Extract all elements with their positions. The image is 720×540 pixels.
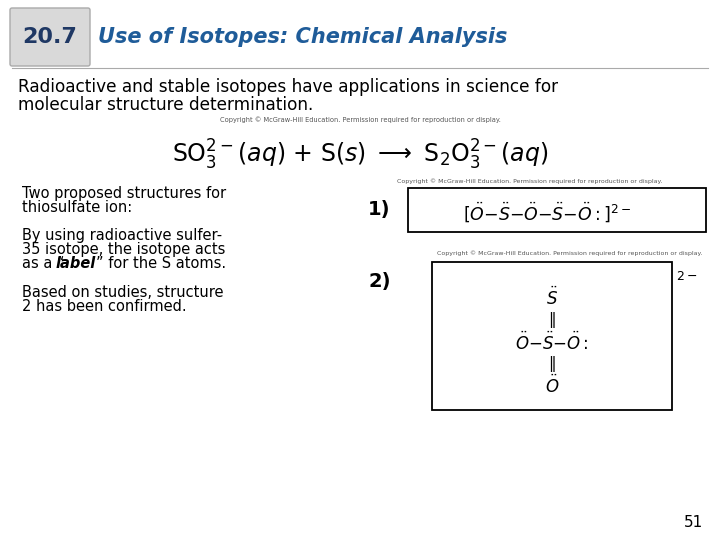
Text: as a “: as a “ <box>22 256 65 271</box>
Text: 2): 2) <box>368 272 390 291</box>
Text: 2 has been confirmed.: 2 has been confirmed. <box>22 299 186 314</box>
Text: thiosulfate ion:: thiosulfate ion: <box>22 200 132 215</box>
Text: 35 isotope, the isotope acts: 35 isotope, the isotope acts <box>22 242 225 257</box>
Text: $2-$: $2-$ <box>676 270 698 283</box>
Text: Copyright © McGraw-Hill Education. Permission required for reproduction or displ: Copyright © McGraw-Hill Education. Permi… <box>397 178 662 184</box>
Text: Copyright © McGraw-Hill Education. Permission required for reproduction or displ: Copyright © McGraw-Hill Education. Permi… <box>220 116 500 123</box>
Text: Use of Isotopes: Chemical Analysis: Use of Isotopes: Chemical Analysis <box>98 27 508 47</box>
Text: $\ddot{S}$: $\ddot{S}$ <box>546 287 558 309</box>
Text: Radioactive and stable isotopes have applications in science for: Radioactive and stable isotopes have app… <box>18 78 558 96</box>
Text: Based on studies, structure: Based on studies, structure <box>22 285 223 300</box>
Text: Copyright © McGraw-Hill Education. Permission required for reproduction or displ: Copyright © McGraw-Hill Education. Permi… <box>437 250 703 255</box>
Text: By using radioactive sulfer-: By using radioactive sulfer- <box>22 228 222 243</box>
Text: 1): 1) <box>368 200 390 219</box>
Bar <box>408 188 706 232</box>
Text: $\ddot{O}{-}\ddot{S}{-}\ddot{O}:$: $\ddot{O}{-}\ddot{S}{-}\ddot{O}:$ <box>516 332 589 354</box>
Bar <box>432 262 672 410</box>
FancyBboxPatch shape <box>10 8 90 66</box>
Text: $\|$: $\|$ <box>548 354 556 374</box>
Text: Two proposed structures for: Two proposed structures for <box>22 186 226 201</box>
Text: $\|$: $\|$ <box>548 310 556 330</box>
Text: 51: 51 <box>684 515 703 530</box>
Text: ” for the S atoms.: ” for the S atoms. <box>96 256 226 271</box>
Text: $\ddot{O}$: $\ddot{O}$ <box>545 375 559 397</box>
Text: 20.7: 20.7 <box>22 27 78 47</box>
Text: molecular structure determination.: molecular structure determination. <box>18 96 313 114</box>
Text: SO$_3^{2-}$($aq$) + S($s$) $\longrightarrow$ S$_2$O$_3^{2-}$($aq$): SO$_3^{2-}$($aq$) + S($s$) $\longrightar… <box>172 138 548 172</box>
Text: $[\ddot{O}{-}\ddot{S}{-}\ddot{O}{-}\ddot{S}{-}\ddot{O}:]^{2-}$: $[\ddot{O}{-}\ddot{S}{-}\ddot{O}{-}\ddot… <box>463 200 631 224</box>
Text: label: label <box>56 256 96 271</box>
